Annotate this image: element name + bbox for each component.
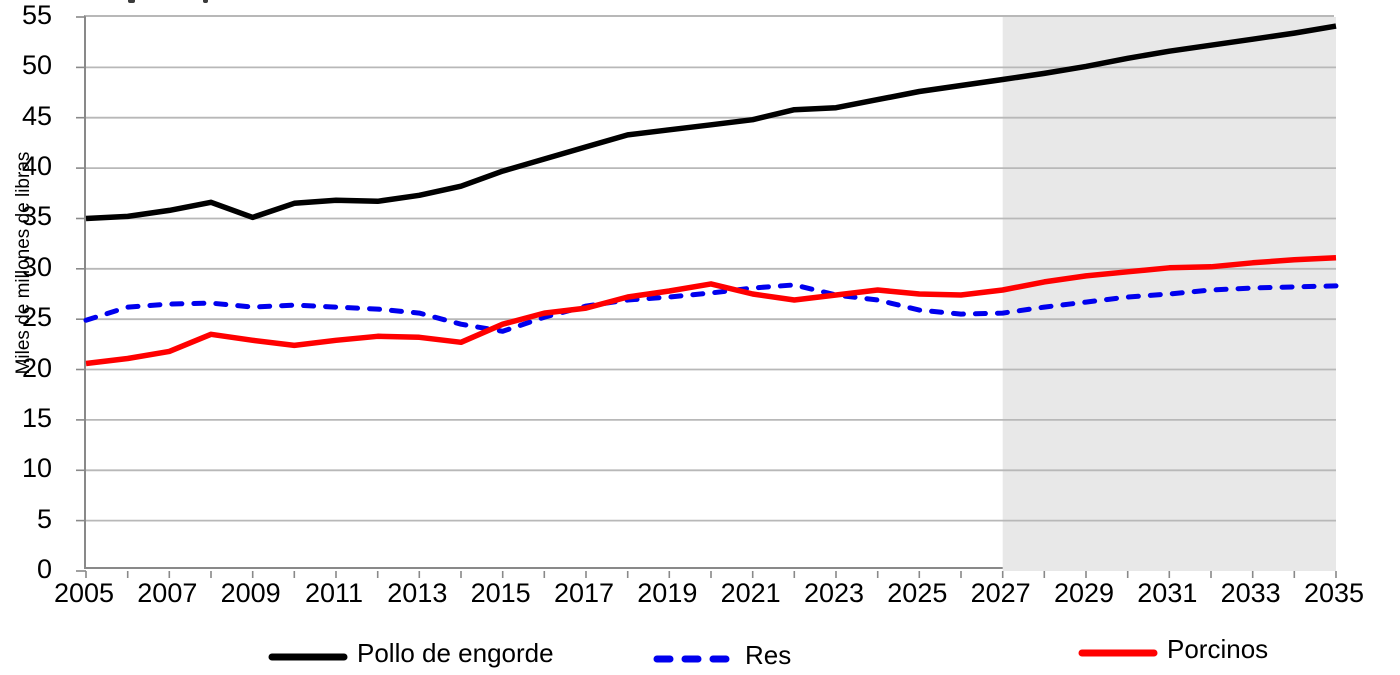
x-tick-label: 2019 [637, 578, 698, 608]
chart-canvas [76, 16, 1339, 578]
legend-line-sample-solid-black [268, 653, 348, 661]
x-tick-label: 2011 [304, 578, 364, 608]
x-tick-label: 2013 [387, 578, 448, 608]
clipped-title-fragment [203, 0, 208, 3]
x-tick-label: 2015 [470, 578, 531, 608]
y-tick-label: 5 [36, 503, 52, 534]
y-tick-label: 10 [21, 453, 52, 484]
plot-area [76, 15, 1339, 578]
legend-line-sample-dashed-blue [653, 655, 735, 663]
y-tick-label: 0 [36, 554, 52, 584]
x-tick-label: 2023 [803, 578, 865, 608]
x-tick-label: 2029 [1053, 578, 1115, 608]
x-tick-label: 2017 [553, 578, 615, 608]
x-tick-label: 2025 [887, 578, 948, 608]
legend-item-res: Res [652, 640, 791, 674]
legend-line-sample-solid-red [1078, 649, 1158, 657]
y-tick-label: 30 [21, 251, 52, 282]
clipped-title-fragment [128, 0, 135, 3]
x-tick-label: 2007 [137, 578, 198, 608]
legend-item-pollo-de-engorde: Pollo de engorde [268, 638, 554, 672]
y-tick-label: 45 [21, 100, 52, 131]
y-tick-label: 55 [21, 0, 52, 30]
legend-item-porcinos: Porcinos [1078, 634, 1268, 668]
legend-label: Porcinos [1167, 634, 1269, 664]
y-tick-label: 40 [21, 151, 52, 182]
forecast-region [1002, 17, 1336, 571]
x-tick-label: 2033 [1220, 578, 1281, 608]
x-tick-label: 2005 [53, 578, 115, 608]
legend: Pollo de engorde Res Porcinos [0, 630, 1400, 675]
y-tick-label: 20 [21, 352, 52, 383]
x-tick-label: 2027 [970, 578, 1031, 608]
y-tick-label: 15 [21, 402, 52, 433]
x-tick-label: 2021 [720, 578, 781, 608]
y-tick-label: 35 [21, 201, 52, 232]
y-tick-label: 25 [21, 302, 52, 333]
legend-label: Pollo de engorde [357, 638, 554, 668]
x-tick-label: 2035 [1303, 578, 1365, 608]
x-tick-label: 2009 [220, 578, 281, 608]
y-tick-label: 50 [21, 50, 52, 81]
x-tick-label: 2031 [1137, 578, 1198, 608]
legend-label: Res [745, 640, 792, 670]
